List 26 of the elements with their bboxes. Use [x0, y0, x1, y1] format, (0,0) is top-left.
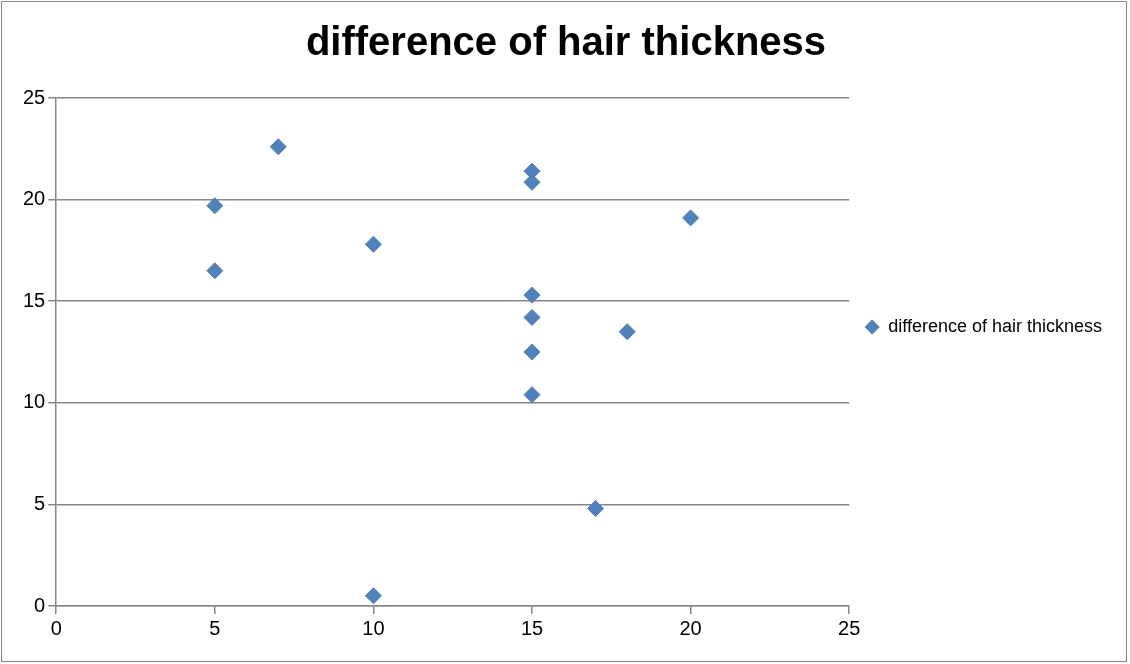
x-tick-label: 15: [520, 616, 544, 639]
x-tick-label: 20: [679, 616, 702, 639]
y-tick-label: 0: [34, 593, 46, 616]
point: [523, 343, 541, 361]
x-tick-label: 25: [838, 616, 861, 639]
point: [523, 308, 541, 326]
point: [206, 197, 224, 215]
point: [269, 138, 287, 156]
point: [682, 209, 700, 227]
point: [586, 499, 604, 517]
y-tick-label: 25: [23, 85, 46, 108]
y-tick-label: 20: [23, 187, 46, 210]
y-tick-label: 10: [23, 390, 46, 413]
point: [523, 286, 541, 304]
y-tick-label: 15: [23, 288, 46, 311]
point: [206, 262, 224, 280]
x-tick-label: 0: [50, 616, 62, 639]
point: [364, 235, 382, 253]
x-tick-label: 10: [362, 616, 385, 639]
x-tick-label: 5: [209, 616, 221, 639]
y-tick-label: 5: [34, 491, 46, 514]
point: [364, 587, 382, 605]
point: [523, 386, 541, 404]
point: [618, 323, 636, 341]
chart-title: difference of hair thickness: [305, 19, 827, 64]
legend-label: difference of hair thickness: [888, 315, 1103, 336]
